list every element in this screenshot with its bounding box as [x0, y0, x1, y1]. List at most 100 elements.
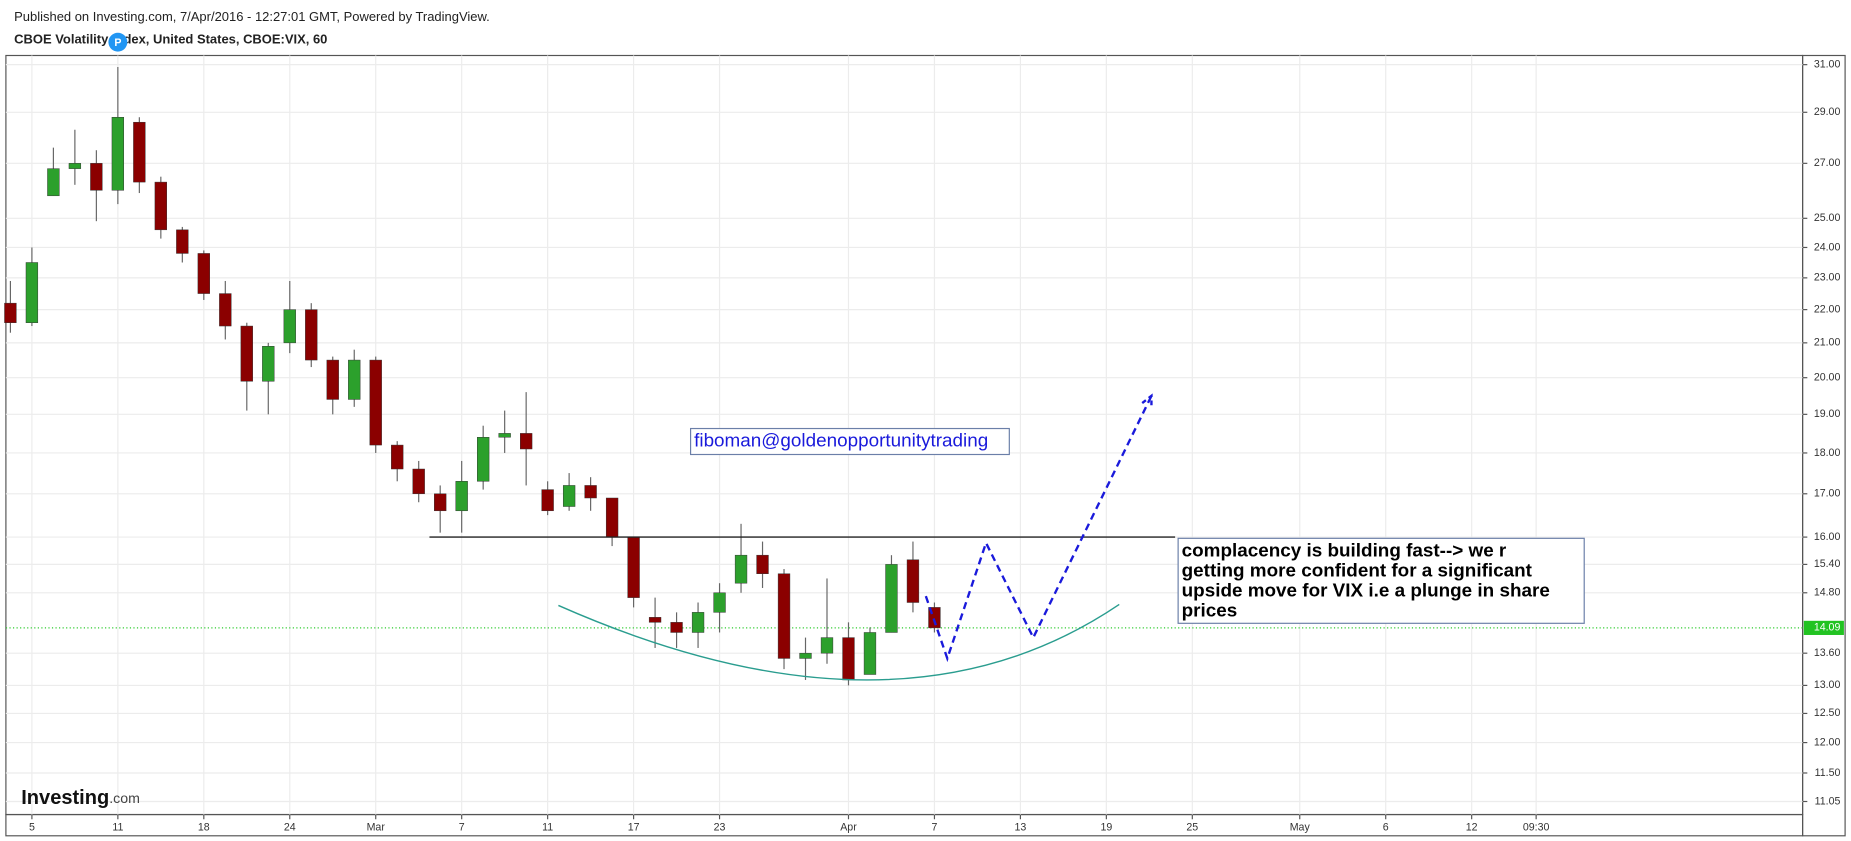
candle-body [906, 559, 920, 603]
annotation-box [689, 427, 1010, 456]
y-tick-label: 27.00 [1814, 157, 1841, 169]
y-tick-label: 11.50 [1815, 767, 1841, 779]
candle-body [885, 564, 898, 633]
y-tick-label: 17.00 [1814, 488, 1841, 500]
x-tick-label: 17 [628, 821, 640, 833]
x-tick-label: 24 [284, 821, 296, 833]
last-price-label: 14.09 [1814, 622, 1841, 634]
candle-body [369, 359, 382, 446]
symbol-title: CBOE Volatility Index, United States, CB… [14, 32, 327, 47]
annotation-text: getting more confident for a significant [1182, 560, 1533, 581]
candle-body [68, 163, 82, 169]
y-tick-label: 12.00 [1814, 736, 1841, 748]
x-tick-label: May [1290, 821, 1311, 833]
candle-body [348, 359, 361, 400]
y-tick-label: 20.00 [1814, 372, 1841, 384]
x-tick-label: 09:30 [1523, 821, 1550, 833]
y-tick-label: 13.60 [1814, 647, 1841, 659]
candle-body [477, 437, 490, 482]
y-tick-label: 14.80 [1814, 587, 1841, 599]
candle-body [154, 181, 167, 231]
y-tick-label: 24.00 [1814, 241, 1841, 253]
candle-body [305, 309, 318, 361]
candle-body [584, 485, 597, 499]
marker-label: P [114, 37, 121, 49]
candle-body [799, 652, 812, 659]
annotation-box [1177, 537, 1585, 624]
candle-body [197, 253, 210, 294]
candle-body [434, 493, 447, 512]
projection-arrowhead [1141, 393, 1153, 408]
y-tick-label: 31.00 [1814, 58, 1841, 70]
y-tick-label: 23.00 [1814, 272, 1841, 284]
candle-body [111, 116, 125, 191]
y-tick-label: 15.40 [1814, 558, 1841, 570]
x-tick-label: 11 [542, 821, 553, 833]
candle-body [648, 617, 662, 623]
x-tick-label: 6 [1383, 821, 1389, 833]
candle-body [520, 433, 533, 450]
candle-body [326, 359, 339, 400]
x-tick-label: 7 [931, 821, 937, 833]
x-tick-label: 23 [714, 821, 726, 833]
annotation-text: fiboman@goldenopportunitytrading [694, 430, 988, 451]
x-tick-label: Mar [367, 821, 386, 833]
candle-body [498, 433, 511, 438]
annotation-text: prices [1182, 600, 1238, 621]
projection-path [924, 395, 1153, 663]
marker-dot [108, 32, 128, 52]
candle-body [176, 229, 189, 254]
candle-body [391, 444, 404, 470]
y-tick-label: 13.00 [1814, 679, 1841, 691]
candle-body [562, 485, 576, 507]
y-tick-label: 12.50 [1814, 707, 1841, 719]
y-tick-label: 18.00 [1814, 447, 1841, 459]
annotation-text: upside move for VIX i.e a plunge in shar… [1182, 580, 1550, 601]
candle-body [670, 622, 683, 633]
logo: Investing.com [21, 787, 140, 809]
candle-body [90, 163, 103, 191]
x-tick-label: Apr [840, 821, 857, 833]
x-tick-label: 19 [1100, 821, 1112, 833]
candle-body [133, 121, 146, 183]
candle-body [863, 632, 877, 675]
last-price-box [1803, 620, 1844, 635]
y-axis-band [1802, 54, 1846, 837]
published-note: Published on Investing.com, 7/Apr/2016 -… [14, 9, 490, 24]
x-tick-label: 13 [1014, 821, 1026, 833]
candle-body [283, 309, 296, 344]
x-tick-label: 25 [1186, 821, 1198, 833]
candle-body [4, 302, 17, 323]
y-tick-label: 22.00 [1814, 303, 1841, 315]
logo-main: Investing [21, 787, 109, 809]
candle-body [412, 468, 425, 495]
candle-body [262, 346, 275, 382]
candle-body [605, 497, 619, 538]
candle-body [455, 481, 468, 512]
candle-body [820, 637, 834, 654]
y-tick-label: 25.00 [1814, 212, 1841, 224]
x-tick-label: 7 [459, 821, 465, 833]
candle-body [928, 607, 941, 629]
logo-suffix: .com [109, 791, 140, 807]
y-tick-label: 21.00 [1814, 337, 1841, 349]
candle-body [691, 612, 705, 633]
candle-body [777, 573, 791, 659]
annotation-text: complacency is building fast--> we r [1182, 540, 1507, 561]
x-tick-label: 5 [29, 821, 35, 833]
x-tick-label: 11 [112, 821, 123, 833]
candle-body [25, 262, 39, 323]
y-tick-label: 16.00 [1814, 531, 1841, 543]
y-tick-label: 11.05 [1815, 795, 1841, 807]
candle-body [713, 592, 726, 613]
candle-body [627, 536, 640, 598]
candle-body [219, 293, 232, 327]
candle-body [240, 325, 253, 382]
x-tick-label: 18 [198, 821, 210, 833]
candle-body [541, 489, 554, 512]
y-tick-label: 29.00 [1814, 106, 1841, 118]
candle-body [47, 168, 60, 197]
